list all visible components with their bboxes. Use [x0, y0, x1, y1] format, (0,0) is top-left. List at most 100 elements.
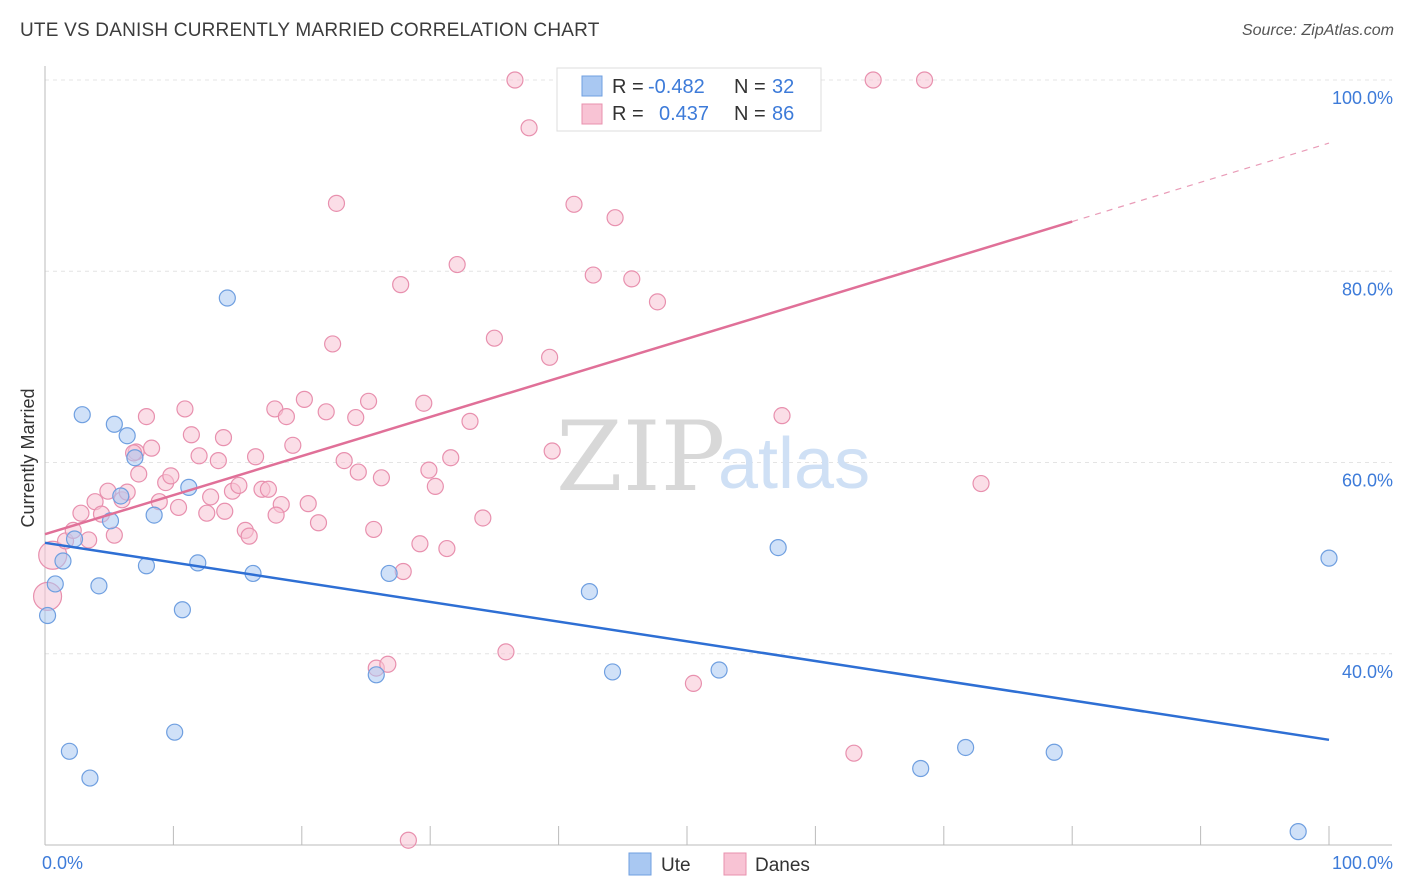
point-danes-59 — [438, 539, 456, 558]
point-danes-41 — [317, 403, 335, 421]
legend-swatch-ute — [581, 75, 603, 97]
trend-line-extension-danes — [1072, 142, 1330, 223]
point-danes-48 — [365, 520, 383, 539]
point-danes-36 — [277, 408, 295, 426]
point-danes-53 — [394, 562, 412, 581]
series-legend-label-ute: Ute — [661, 855, 691, 876]
y-tick-label-0: 40.0% — [1342, 662, 1393, 682]
point-danes-44 — [335, 451, 353, 470]
legend-n-label-danes: N = — [734, 103, 766, 125]
y-tick-labels: 40.0% 60.0% 80.0% 100.0% — [1332, 88, 1393, 682]
point-ute-2 — [54, 552, 72, 570]
point-danes-54 — [399, 831, 417, 849]
watermark-atlas: atlas — [718, 424, 870, 504]
point-danes-25 — [209, 451, 227, 470]
point-danes-56 — [415, 394, 433, 412]
point-ute-26 — [912, 759, 930, 778]
point-ute-28 — [1045, 743, 1063, 761]
watermark-zip: ZIP — [556, 401, 725, 513]
point-ute-3 — [60, 742, 78, 760]
point-danes-68 — [541, 348, 559, 366]
point-danes-23 — [198, 504, 216, 522]
point-danes-43 — [327, 194, 346, 212]
x-tick-label-max: 100.0% — [1332, 853, 1393, 873]
y-tick-label-1: 60.0% — [1342, 471, 1393, 491]
point-ute-27 — [957, 738, 975, 757]
point-ute-22 — [580, 582, 599, 601]
point-ute-18 — [218, 289, 236, 307]
watermark: ZIP atlas — [556, 401, 870, 513]
point-ute-1 — [46, 575, 64, 593]
point-danes-67 — [520, 119, 538, 137]
legend-r-label-ute: R = — [612, 76, 644, 98]
point-ute-29 — [1289, 823, 1307, 841]
point-ute-25 — [769, 539, 787, 557]
point-danes-45 — [347, 408, 365, 427]
y-axis-label: Currently Married — [18, 388, 38, 527]
trend-line-danes — [44, 220, 1073, 536]
axes — [44, 66, 1392, 846]
point-danes-64 — [485, 329, 503, 347]
point-danes-74 — [648, 293, 667, 311]
point-ute-4 — [73, 406, 91, 424]
point-ute-10 — [118, 427, 136, 445]
point-danes-52 — [392, 276, 410, 294]
point-danes-70 — [565, 195, 583, 213]
point-ute-24 — [710, 661, 728, 679]
series-legend: Ute Danes — [628, 852, 810, 876]
point-danes-13 — [130, 465, 148, 483]
point-danes-71 — [584, 266, 602, 284]
point-danes-61 — [448, 255, 466, 274]
point-ute-9 — [112, 487, 130, 505]
correlation-legend: R = -0.482 N = 32 R = 0.437 N = 86 — [556, 67, 822, 132]
point-ute-15 — [173, 601, 191, 619]
point-danes-20 — [176, 400, 194, 418]
legend-r-value-danes: 0.437 — [659, 103, 709, 125]
point-ute-8 — [105, 415, 123, 433]
point-danes-42 — [324, 335, 342, 353]
point-ute-30 — [1320, 549, 1338, 567]
point-ute-0 — [38, 606, 57, 625]
point-danes-30 — [240, 527, 258, 545]
point-danes-63 — [474, 509, 492, 527]
point-ute-21 — [380, 564, 398, 583]
point-danes-15 — [142, 439, 161, 457]
point-danes-58 — [426, 477, 444, 496]
series-legend-swatch-danes — [723, 852, 747, 876]
point-ute-6 — [90, 577, 108, 595]
x-tick-labels: 0.0% 100.0% — [42, 853, 1393, 873]
legend-swatch-danes — [581, 103, 603, 125]
chart-title: UTE VS DANISH CURRENTLY MARRIED CORRELAT… — [20, 20, 600, 41]
point-danes-62 — [461, 412, 479, 430]
point-danes-81 — [915, 71, 934, 89]
point-danes-31 — [246, 448, 265, 466]
point-danes-26 — [216, 502, 234, 520]
point-danes-40 — [309, 514, 328, 532]
legend-r-value-ute: -0.482 — [648, 76, 705, 98]
point-danes-80 — [864, 71, 882, 89]
point-danes-85 — [267, 506, 285, 524]
point-danes-39 — [299, 495, 317, 513]
point-danes-65 — [497, 643, 515, 661]
point-ute-20 — [367, 666, 385, 684]
x-tick-label-min: 0.0% — [42, 853, 83, 873]
point-danes-33 — [259, 480, 278, 498]
series-legend-swatch-ute — [628, 852, 652, 876]
legend-n-label-ute: N = — [734, 76, 766, 98]
point-danes-4 — [72, 504, 90, 522]
point-ute-12 — [145, 506, 163, 524]
point-danes-69 — [543, 442, 561, 460]
point-danes-66 — [506, 71, 524, 89]
point-danes-60 — [442, 449, 460, 467]
point-danes-24 — [202, 488, 220, 506]
point-ute-17 — [189, 554, 207, 572]
y-tick-label-2: 80.0% — [1342, 279, 1393, 299]
point-ute-23 — [603, 663, 622, 681]
point-danes-19 — [169, 498, 188, 517]
point-danes-46 — [349, 463, 367, 481]
point-danes-22 — [190, 447, 208, 465]
point-danes-83 — [214, 429, 233, 447]
trend-lines — [44, 142, 1330, 742]
point-ute-14 — [166, 723, 184, 741]
